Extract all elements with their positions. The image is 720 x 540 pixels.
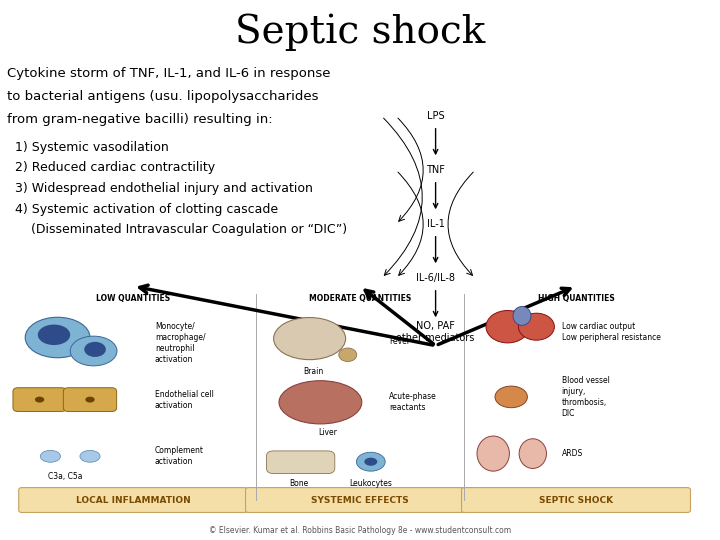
Ellipse shape xyxy=(40,450,60,462)
Text: Liver: Liver xyxy=(318,428,337,437)
Text: Septic shock: Septic shock xyxy=(235,14,485,51)
Text: 4) Systemic activation of clotting cascade: 4) Systemic activation of clotting casca… xyxy=(7,202,279,215)
Ellipse shape xyxy=(80,450,100,462)
FancyBboxPatch shape xyxy=(266,451,335,474)
Ellipse shape xyxy=(356,453,385,471)
Ellipse shape xyxy=(279,381,361,424)
Ellipse shape xyxy=(495,386,527,408)
Text: Monocyte/
macrophage/
neutrophil
activation: Monocyte/ macrophage/ neutrophil activat… xyxy=(155,322,205,364)
Ellipse shape xyxy=(364,458,377,465)
Text: IL-6/IL-8: IL-6/IL-8 xyxy=(416,273,455,283)
Ellipse shape xyxy=(38,325,71,345)
Text: Low cardiac output
Low peripheral resistance: Low cardiac output Low peripheral resist… xyxy=(562,322,660,342)
Ellipse shape xyxy=(35,396,45,403)
Text: Leukocytes: Leukocytes xyxy=(349,479,392,488)
Ellipse shape xyxy=(84,342,106,357)
Ellipse shape xyxy=(85,396,95,403)
Text: Cytokine storm of TNF, IL-1, and IL-6 in response: Cytokine storm of TNF, IL-1, and IL-6 in… xyxy=(7,68,330,80)
Text: LOCAL INFLAMMATION: LOCAL INFLAMMATION xyxy=(76,496,191,504)
Text: LPS: LPS xyxy=(427,111,444,121)
Ellipse shape xyxy=(518,313,554,340)
Ellipse shape xyxy=(519,438,546,468)
Text: C3a, C5a: C3a, C5a xyxy=(48,472,82,482)
Ellipse shape xyxy=(513,307,531,325)
Text: to bacterial antigens (usu. lipopolysaccharides: to bacterial antigens (usu. lipopolysacc… xyxy=(7,90,319,103)
Ellipse shape xyxy=(339,348,357,362)
Text: 1) Systemic vasodilation: 1) Systemic vasodilation xyxy=(7,141,169,154)
Ellipse shape xyxy=(274,318,346,360)
Text: Acute-phase
reactants: Acute-phase reactants xyxy=(389,392,436,413)
Text: HIGH QUANTITIES: HIGH QUANTITIES xyxy=(538,294,614,303)
Text: NO, PAF
other mediators: NO, PAF other mediators xyxy=(397,321,474,343)
Text: (Disseminated Intravascular Coagulation or “DIC”): (Disseminated Intravascular Coagulation … xyxy=(7,223,347,236)
Text: TNF: TNF xyxy=(426,165,445,175)
Text: Endothelial cell
activation: Endothelial cell activation xyxy=(155,389,214,410)
Text: MODERATE QUANTITIES: MODERATE QUANTITIES xyxy=(309,294,411,303)
Text: Blood vessel
injury,
thrombosis,
DIC: Blood vessel injury, thrombosis, DIC xyxy=(562,376,609,418)
FancyBboxPatch shape xyxy=(13,388,66,411)
FancyBboxPatch shape xyxy=(19,488,248,512)
Text: 3) Widespread endothelial injury and activation: 3) Widespread endothelial injury and act… xyxy=(7,182,313,195)
Ellipse shape xyxy=(70,336,117,366)
Ellipse shape xyxy=(486,310,529,343)
Text: ARDS: ARDS xyxy=(562,449,583,458)
Ellipse shape xyxy=(25,317,90,357)
Text: SYSTEMIC EFFECTS: SYSTEMIC EFFECTS xyxy=(311,496,409,504)
Text: Complement
activation: Complement activation xyxy=(155,446,204,467)
Text: SEPTIC SHOCK: SEPTIC SHOCK xyxy=(539,496,613,504)
Text: LOW QUANTITIES: LOW QUANTITIES xyxy=(96,294,170,303)
Text: Bone: Bone xyxy=(289,479,308,488)
FancyBboxPatch shape xyxy=(63,388,117,411)
Text: © Elsevier. Kumar et al. Robbins Basic Pathology 8e - www.studentconsult.com: © Elsevier. Kumar et al. Robbins Basic P… xyxy=(209,525,511,535)
Text: IL-1: IL-1 xyxy=(427,219,444,229)
Text: Fever: Fever xyxy=(389,337,410,346)
Text: from gram-negative bacilli) resulting in:: from gram-negative bacilli) resulting in… xyxy=(7,113,273,126)
FancyBboxPatch shape xyxy=(462,488,690,512)
Text: Brain: Brain xyxy=(303,367,323,376)
Ellipse shape xyxy=(477,436,509,471)
FancyBboxPatch shape xyxy=(246,488,474,512)
Text: 2) Reduced cardiac contractility: 2) Reduced cardiac contractility xyxy=(7,161,215,174)
